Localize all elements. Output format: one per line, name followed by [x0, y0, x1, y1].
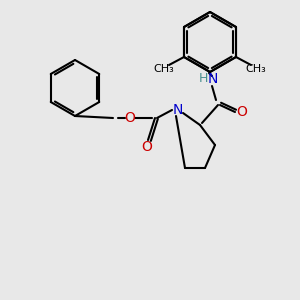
- Text: N: N: [208, 72, 218, 86]
- Text: CH₃: CH₃: [246, 64, 266, 74]
- Text: O: O: [237, 105, 248, 119]
- Text: O: O: [124, 111, 135, 125]
- Text: O: O: [142, 140, 152, 154]
- Text: N: N: [173, 103, 183, 117]
- Text: CH₃: CH₃: [154, 64, 174, 74]
- Text: H: H: [198, 73, 208, 85]
